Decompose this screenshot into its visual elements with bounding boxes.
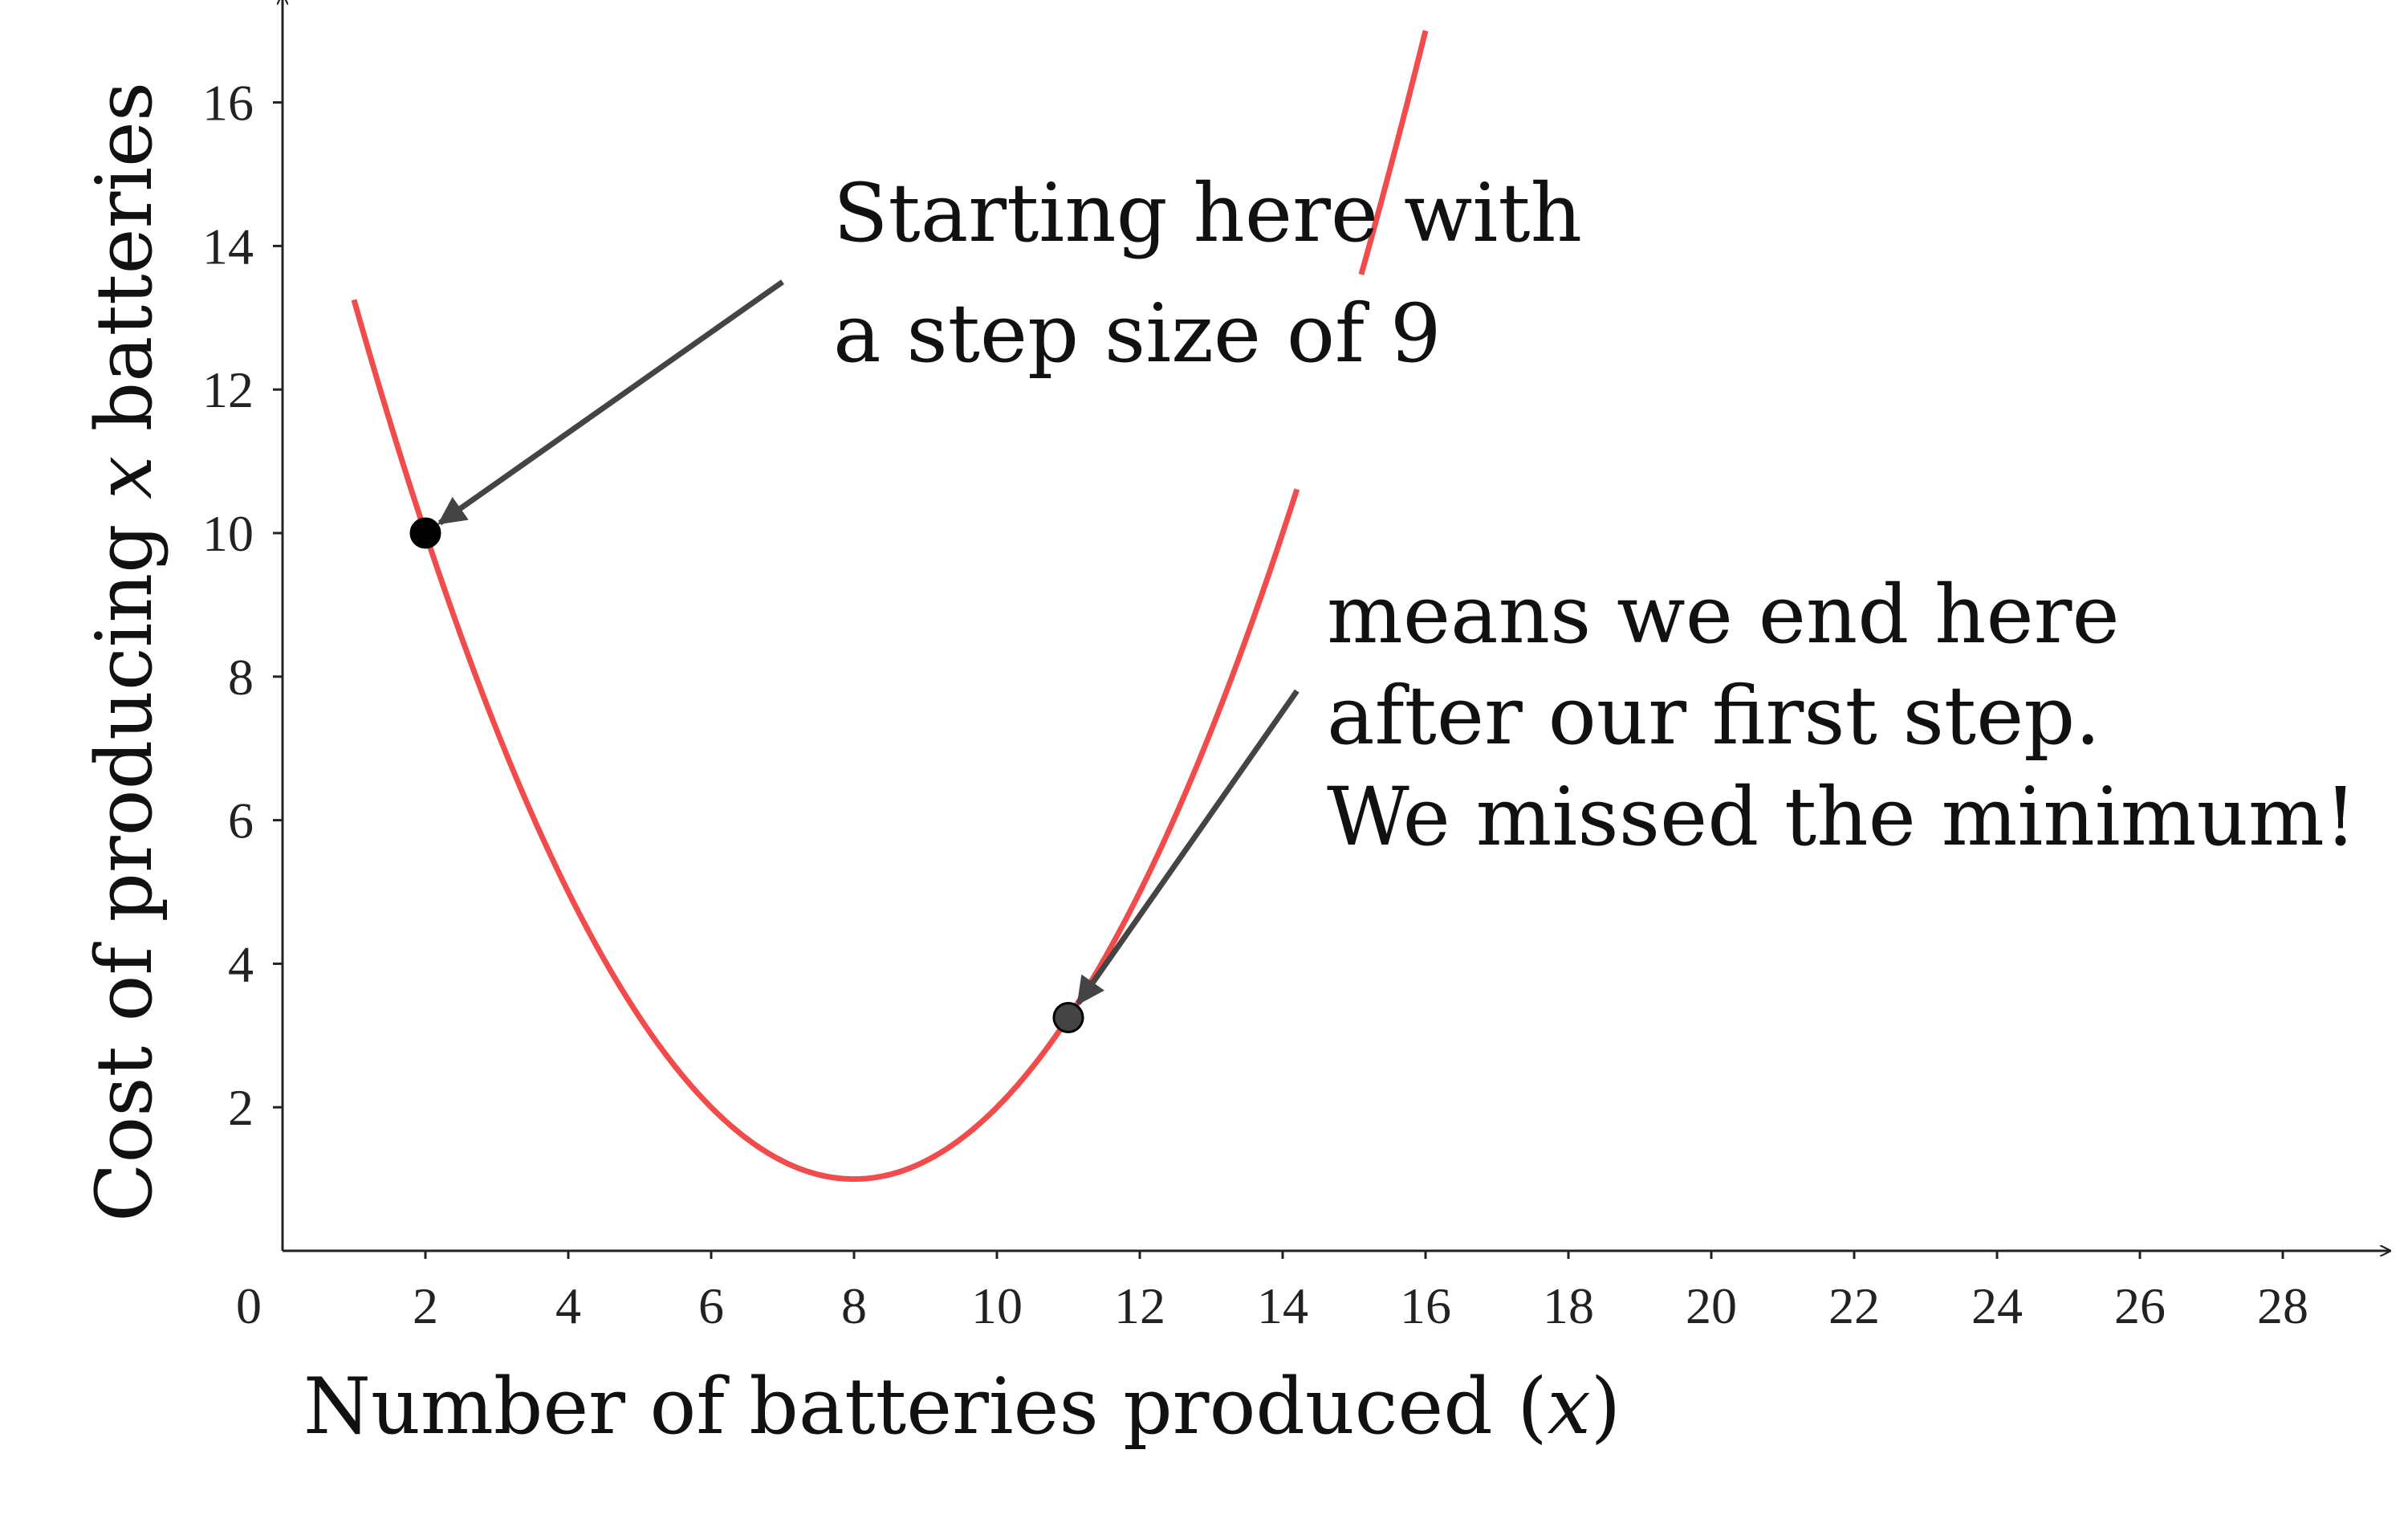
end-annotation: means we end here after our first step. …: [1327, 568, 2357, 864]
end-point: [1052, 1001, 1084, 1033]
x-axis-title-text-end: ): [1591, 1362, 1621, 1452]
x-axis-title-var: x: [1548, 1362, 1591, 1452]
start-annotation-line: a step size of 9: [833, 287, 1441, 381]
x-ticks: 0 2 4 6 8 10 12 14 16 18 20 22 24 26 28: [236, 1251, 2308, 1334]
x-tick-label: 26: [2114, 1277, 2166, 1334]
y-axis-title-var: x: [79, 456, 169, 499]
y-axis-title-text: Cost of producing: [79, 499, 169, 1222]
y-tick-label: 8: [228, 649, 254, 706]
start-point: [409, 517, 441, 549]
y-ticks: 2 4 6 8 10 12 14 16: [202, 75, 283, 1136]
y-tick-label: 4: [228, 935, 254, 992]
end-annotation-line: after our first step.: [1327, 669, 2101, 763]
end-annotation-line: means we end here: [1327, 568, 2120, 662]
x-axis-title-text: Number of batteries produced (: [303, 1362, 1548, 1452]
annotation-arrows: [437, 279, 1300, 1006]
y-axis-title: Cost of producing x batteries: [79, 82, 169, 1222]
data-points: [409, 517, 1084, 1033]
start-annotation: Starting here with a step size of 9: [833, 166, 1608, 381]
cost-curve-line: [1358, 30, 1429, 275]
y-tick-label: 12: [202, 361, 254, 418]
x-tick-label: 8: [841, 1277, 867, 1334]
end-annotation-arrow: [1076, 689, 1300, 1006]
cost-curve-line: [351, 299, 1300, 1183]
end-annotation-line: We missed the minimum!: [1327, 770, 2357, 864]
x-tick-label: 0: [236, 1277, 262, 1334]
y-tick-label: 14: [202, 218, 254, 275]
x-tick-label: 2: [413, 1277, 438, 1334]
x-tick-label: 10: [971, 1277, 1023, 1334]
start-annotation-line: Starting here with: [833, 166, 1582, 260]
curve-group: [351, 30, 1429, 1183]
x-axis-title: Number of batteries produced (x): [303, 1362, 1621, 1452]
x-tick-label: 20: [1686, 1277, 1737, 1334]
y-tick-label: 2: [228, 1079, 254, 1136]
x-tick-label: 12: [1114, 1277, 1165, 1334]
x-tick-label: 24: [1971, 1277, 2023, 1334]
x-tick-label: 16: [1400, 1277, 1451, 1334]
start-annotation-arrow: [437, 279, 785, 526]
y-tick-label: 16: [202, 75, 254, 132]
x-tick-label: 6: [698, 1277, 724, 1334]
x-tick-label: 22: [1828, 1277, 1880, 1334]
x-tick-label: 18: [1543, 1277, 1594, 1334]
axes: [283, 0, 2390, 1251]
x-tick-label: 4: [555, 1277, 581, 1334]
y-axis-title-text-end: batteries: [79, 82, 169, 456]
x-tick-label: 28: [2257, 1277, 2308, 1334]
y-tick-label: 6: [228, 792, 254, 849]
y-tick-label: 10: [202, 505, 254, 562]
x-tick-label: 14: [1257, 1277, 1308, 1334]
